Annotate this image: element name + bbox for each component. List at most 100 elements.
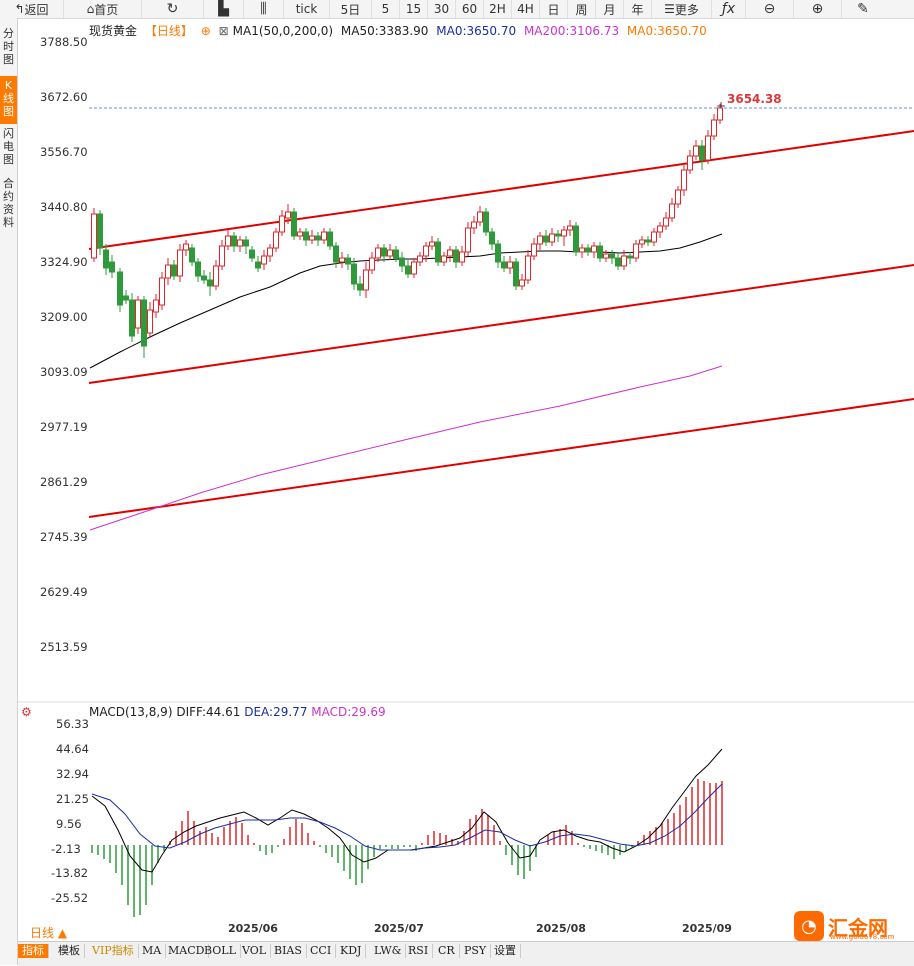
- indicator-tab[interactable]: MA: [138, 944, 167, 958]
- sidebar-item-flash[interactable]: 闪电图: [3, 127, 14, 166]
- indicator-tab[interactable]: VOL: [238, 944, 272, 958]
- candlestick-icon: ⫼: [260, 1, 267, 17]
- channel-line-middle: [88, 264, 914, 384]
- candle-body: [91, 213, 97, 259]
- ma0-value: MA0:3650.70: [436, 24, 517, 38]
- formula-button[interactable]: ƒx: [712, 0, 746, 18]
- candle-body: [321, 231, 327, 241]
- home-button[interactable]: ⌂ 首页: [64, 0, 142, 18]
- period-button[interactable]: 周: [568, 0, 596, 18]
- more-button[interactable]: ☰ 更多: [652, 0, 712, 18]
- chart-type-button[interactable]: ▙: [204, 0, 244, 18]
- candles-group: [91, 104, 723, 358]
- candle-body: [483, 211, 489, 233]
- zoom-out-button[interactable]: ⊖: [746, 0, 794, 18]
- period-button[interactable]: 2H: [484, 0, 512, 18]
- period-button[interactable]: 5: [372, 0, 400, 18]
- macd-tick-label: 9.56: [56, 816, 82, 831]
- candle-body: [159, 277, 165, 306]
- channel-line-upper: [88, 130, 914, 250]
- macd-tick-label: -2.13: [51, 841, 81, 856]
- macd-settings-icon[interactable]: ⚙: [21, 705, 32, 719]
- tick-button[interactable]: tick: [284, 0, 330, 18]
- price-tick-label: 3556.70: [40, 145, 88, 159]
- ma0b-value: MA0:3650.70: [626, 24, 707, 38]
- caret-up-icon: ▲: [54, 926, 68, 940]
- instrument-name: 现货黄金: [89, 24, 138, 38]
- indicator-tab[interactable]: KDJ: [336, 944, 367, 958]
- candle-body: [621, 255, 627, 267]
- menu-icon: ☰: [664, 2, 675, 16]
- indicator-tabs: 指标 模板 VIP指标 MA MACD BOLL VOL BIAS CCI KDJ LW& RSI CR…: [18, 941, 914, 966]
- indicator-tab[interactable]: VIP指标: [88, 944, 139, 958]
- candle-body: [687, 155, 693, 171]
- candle-body: [627, 255, 633, 259]
- indicator-tab[interactable]: BOLL: [200, 944, 241, 958]
- indicator-tab[interactable]: MACD: [164, 944, 210, 958]
- candle-body: [495, 243, 501, 263]
- indicator-tab[interactable]: 设置: [490, 944, 521, 958]
- indicator-tab[interactable]: LW&: [370, 944, 407, 958]
- period-button[interactable]: 月: [596, 0, 624, 18]
- home-icon: ⌂: [86, 2, 95, 16]
- indicator-tab[interactable]: CCI: [306, 944, 337, 958]
- indicator-tab[interactable]: 指标: [18, 944, 49, 958]
- sidebar-item-contract[interactable]: 合约资料: [3, 177, 14, 229]
- period-button[interactable]: 15: [400, 0, 428, 18]
- candle-body: [705, 135, 711, 161]
- candle-body: [153, 299, 159, 313]
- candle-body: [109, 261, 115, 273]
- candle-body: [255, 261, 261, 269]
- sidebar-item-timeshare[interactable]: 分时图: [3, 27, 14, 66]
- candle-body: [693, 145, 699, 157]
- candle-body: [117, 271, 123, 306]
- indicator-tab[interactable]: CR: [434, 944, 460, 958]
- draw-button[interactable]: ✎: [842, 0, 884, 18]
- candle-body: [507, 261, 513, 269]
- candle-body: [459, 251, 465, 263]
- period-selector[interactable]: 日线 ▲: [18, 924, 78, 942]
- settings-icon[interactable]: ⊕: [200, 24, 211, 38]
- ma200-value: MA200:3106.73: [523, 24, 620, 38]
- candle-body: [525, 255, 531, 281]
- candlestick-button[interactable]: ⫼: [244, 0, 284, 18]
- period-button[interactable]: 30: [428, 0, 456, 18]
- candle-body: [633, 243, 639, 259]
- indicator-tab[interactable]: 模板: [54, 944, 85, 958]
- ma-box-icon[interactable]: ⊠: [218, 24, 229, 38]
- candle-body: [663, 217, 669, 227]
- candle-body: [591, 245, 597, 253]
- period-button[interactable]: 日: [540, 0, 568, 18]
- candle-body: [657, 225, 663, 233]
- x-date-label: 2025/06: [228, 922, 278, 935]
- back-button[interactable]: ↰ 返回: [0, 0, 64, 18]
- macd-diff: DIFF:44.61: [176, 705, 241, 719]
- sidebar-item-kline[interactable]: K线图: [0, 76, 17, 124]
- indicator-tab[interactable]: BIAS: [270, 944, 307, 958]
- zoom-in-button[interactable]: ⊕: [794, 0, 842, 18]
- candle-body: [573, 225, 579, 253]
- macd-dea-line: [91, 783, 723, 851]
- refresh-button[interactable]: ↻: [142, 0, 204, 18]
- period-button[interactable]: 4H: [512, 0, 540, 18]
- period-button[interactable]: 5日: [330, 0, 372, 18]
- period-button[interactable]: 年: [624, 0, 652, 18]
- indicator-tab[interactable]: RSI: [404, 944, 434, 958]
- candle-body: [249, 249, 255, 259]
- candle-body: [669, 203, 675, 219]
- candle-body: [711, 119, 717, 137]
- indicator-tab[interactable]: PSY: [460, 944, 492, 958]
- candle-body: [435, 241, 441, 263]
- logo-mark-icon: ◔: [794, 911, 824, 941]
- candle-body: [261, 255, 267, 265]
- candle-body: [519, 279, 525, 287]
- candle-body: [333, 245, 339, 263]
- price-tick-label: 3324.90: [40, 255, 88, 269]
- x-date-label: 2025/09: [682, 922, 732, 935]
- candle-body: [651, 231, 657, 243]
- candle-body: [225, 235, 231, 247]
- period-button[interactable]: 60: [456, 0, 484, 18]
- logo-url: www.gold678.com: [830, 933, 895, 941]
